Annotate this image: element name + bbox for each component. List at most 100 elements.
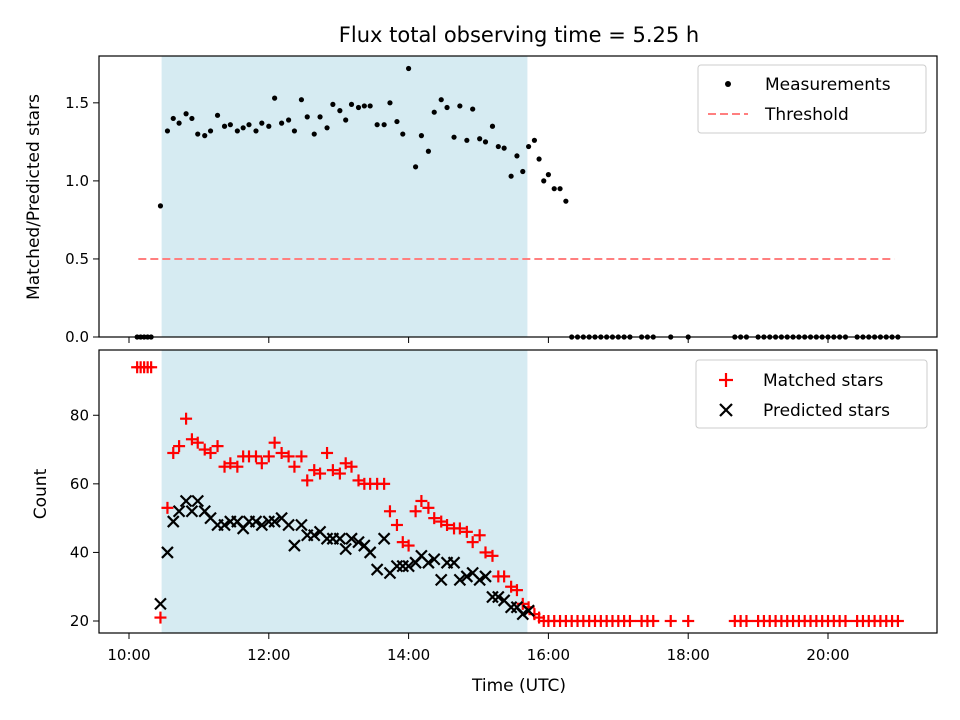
matched-star-point xyxy=(231,460,244,473)
measurement-point xyxy=(381,122,387,128)
measurement-point xyxy=(259,120,265,126)
matched-star-point xyxy=(288,460,301,473)
matched-star-point xyxy=(441,518,454,531)
ratio-panel: 0.0 0.5 1.0 1.5 Matched/Predicted stars Mea… xyxy=(24,55,938,346)
matched-star-point xyxy=(255,457,268,470)
ratio-y-axis-label: Matched/Predicted stars xyxy=(24,94,44,300)
matched-star-point xyxy=(301,474,314,487)
matched-star-point xyxy=(422,501,435,514)
measurement-point xyxy=(183,111,189,117)
measurement-point xyxy=(520,168,526,175)
matched-star-point xyxy=(466,536,479,549)
measurement-point xyxy=(234,128,240,134)
predicted-star-point xyxy=(460,570,474,583)
matched-star-point xyxy=(839,615,852,627)
measurement-point xyxy=(189,115,195,122)
predicted-star-point xyxy=(402,559,415,573)
predicted-star-point xyxy=(172,504,186,518)
count-x-tick-label: 18:00 xyxy=(667,646,710,664)
predicted-star-point xyxy=(166,515,180,528)
count-x-tick-label: 10:00 xyxy=(107,646,150,664)
matched-star-point xyxy=(268,436,281,449)
predicted-star-point xyxy=(333,532,347,545)
measurement-point xyxy=(355,104,362,111)
count-matched-points xyxy=(131,361,904,627)
measurement-point xyxy=(412,164,419,170)
measurement-point xyxy=(508,173,514,179)
matched-star-point xyxy=(224,457,237,470)
matched-star-point xyxy=(378,477,391,490)
predicted-star-point xyxy=(473,573,486,587)
matched-star-point xyxy=(173,440,186,453)
measurement-point xyxy=(374,122,380,128)
measurement-point xyxy=(563,198,569,204)
measurement-point xyxy=(551,186,557,192)
predicted-star-point xyxy=(422,556,435,569)
ratio-legend: Measurements Threshold xyxy=(697,64,927,134)
measurement-point xyxy=(272,95,278,101)
measurement-point xyxy=(195,131,201,137)
measurement-point xyxy=(240,125,246,131)
measurement-point xyxy=(482,139,489,145)
predicted-star-point xyxy=(516,607,530,621)
legend-measurements-label: Measurements xyxy=(765,75,891,95)
matched-star-point xyxy=(682,615,695,627)
count-x-tick-label: 14:00 xyxy=(387,646,430,664)
predicted-star-point xyxy=(282,518,295,532)
matched-star-point xyxy=(473,529,486,542)
predicted-star-point xyxy=(370,563,384,576)
predicted-star-point xyxy=(339,542,352,556)
measurement-point xyxy=(545,172,552,178)
ratio-y-tick-label: 1.0 xyxy=(65,172,89,190)
matched-star-point xyxy=(333,467,346,480)
matched-star-point xyxy=(145,361,158,374)
count-y-axis-label: Count xyxy=(31,468,51,519)
predicted-star-point xyxy=(492,590,505,604)
count-y-tick-label: 20 xyxy=(70,612,89,630)
predicted-star-point xyxy=(479,570,492,583)
matched-star-point xyxy=(154,611,167,624)
matched-star-point xyxy=(161,501,174,514)
matched-star-point xyxy=(415,494,428,507)
predicted-star-point xyxy=(295,518,308,532)
matched-star-point xyxy=(314,467,327,480)
measurement-point xyxy=(438,97,444,103)
measurement-point xyxy=(387,100,393,106)
measurement-point xyxy=(266,123,272,129)
measurement-point xyxy=(536,156,542,162)
ratio-y-tick-label: 1.5 xyxy=(65,94,89,112)
predicted-star-point xyxy=(255,518,269,532)
predicted-star-point xyxy=(427,553,441,566)
matched-star-point xyxy=(383,505,396,518)
count-y-ticks: 20 40 60 80 xyxy=(70,406,99,630)
count-x-axis-label: Time (UTC) xyxy=(471,676,566,696)
measurement-point xyxy=(324,125,330,131)
matched-star-point xyxy=(409,505,422,518)
measurement-point xyxy=(464,137,470,143)
predicted-star-point xyxy=(345,532,358,545)
predicted-star-point xyxy=(288,539,301,552)
matched-star-point xyxy=(647,615,660,627)
ratio-x-ticks xyxy=(128,337,829,343)
count-y-tick-label: 40 xyxy=(70,543,89,561)
count-x-ticks: 10:00 12:00 14:00 16:00 18:00 20:00 xyxy=(107,633,850,664)
count-x-tick-label: 12:00 xyxy=(247,646,290,664)
measurement-point xyxy=(367,103,373,109)
matched-star-point xyxy=(211,440,224,453)
measurement-point xyxy=(207,128,214,134)
measurement-point xyxy=(330,101,336,107)
matched-star-point xyxy=(295,450,308,463)
predicted-star-point xyxy=(154,597,167,611)
count-observing-span xyxy=(161,350,528,633)
predicted-star-point xyxy=(218,518,231,532)
measurement-point xyxy=(431,109,437,115)
measurement-point xyxy=(501,145,507,151)
predicted-star-point xyxy=(363,546,377,559)
predicted-star-point xyxy=(522,604,535,617)
measurement-point xyxy=(246,122,252,128)
measurement-point xyxy=(170,115,176,122)
legend-measurements-marker xyxy=(725,81,731,87)
measurement-point xyxy=(304,114,310,120)
measurement-point xyxy=(444,104,450,111)
